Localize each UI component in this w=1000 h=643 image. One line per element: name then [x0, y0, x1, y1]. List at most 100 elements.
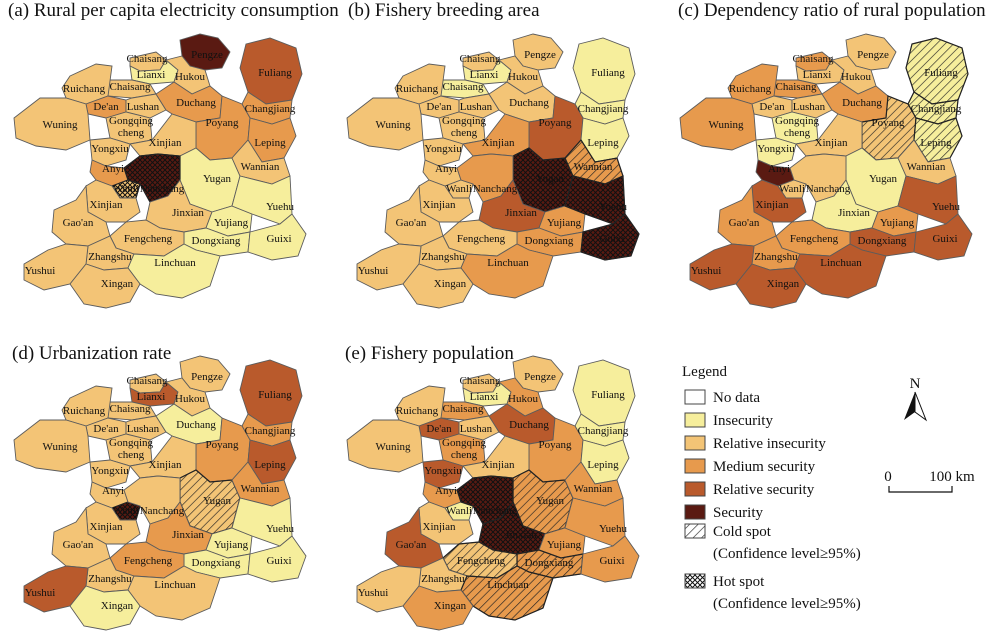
county-label-lianxi: Lianxi	[137, 69, 166, 81]
county-label-cheng: cheng	[784, 127, 811, 139]
county-label-jinxian: Jinxian	[505, 529, 537, 541]
county-label-fuliang: Fuliang	[258, 67, 292, 79]
county-label-linchuan: Linchuan	[154, 257, 196, 269]
legend-cold-spot: Cold spot (Confidence level≥95%)	[684, 523, 861, 562]
county-label-hukou: Hukou	[508, 71, 538, 83]
scale-bar: 0 100 km	[884, 469, 975, 493]
county-gaoan	[51, 506, 111, 569]
county-wuning	[13, 97, 91, 151]
county-label-pengze: Pengze	[524, 371, 556, 383]
legend-swatch-medium-security	[684, 458, 706, 474]
county-label-pengze: Pengze	[191, 371, 223, 383]
county-label-yugan: Yugan	[536, 495, 565, 507]
county-label-yongxiu: Yongxiu	[91, 143, 129, 155]
county-label-guixi: Guixi	[932, 233, 957, 245]
legend: Legend No data Insecurity Relative insecur…	[682, 364, 861, 612]
legend-swatch-insecurity	[684, 412, 706, 428]
county-label-fengcheng: Fengcheng	[124, 555, 173, 567]
county-label-dean: De'an	[93, 101, 119, 113]
county-label-dongxiang: Dongxiang	[525, 557, 574, 569]
county-label-cheng: cheng	[118, 449, 145, 461]
county-label-cheng: cheng	[451, 127, 478, 139]
county-label-yugan: Yugan	[203, 173, 232, 185]
county-label-gaoan: Gao'an	[63, 539, 94, 551]
county-label-lushan: Lushan	[127, 423, 160, 435]
county-label-pengze: Pengze	[191, 49, 223, 61]
county-label-fuliang: Fuliang	[591, 389, 625, 401]
county-label-pengze: Pengze	[857, 49, 889, 61]
county-label-duchang: Duchang	[176, 419, 216, 431]
county-label-linchuan: Linchuan	[487, 257, 529, 269]
county-label-yongxiu: Yongxiu	[424, 465, 462, 477]
county-label-chaisang2: Chaisang	[776, 81, 817, 93]
legend-hot-spot: Hot spot (Confidence level≥95%)	[684, 573, 861, 612]
county-label-guixi: Guixi	[266, 555, 291, 567]
county-label-wannian: Wannian	[241, 161, 280, 173]
panel-title-a: (a) Rural per capita electricity consump…	[8, 0, 339, 21]
county-label-jinxian: Jinxian	[838, 207, 870, 219]
county-label-xinjian2: Xinjian	[423, 199, 456, 211]
county-label-duchang: Duchang	[176, 97, 216, 109]
county-label-xinjian1: Xinjian	[482, 459, 515, 471]
county-label-chaisang2: Chaisang	[110, 81, 151, 93]
county-label-yuehu: Yuehu	[932, 201, 961, 213]
county-label-yushui: Yushui	[358, 587, 389, 599]
county-label-poyang: Poyang	[872, 117, 906, 129]
county-guixi	[247, 213, 307, 261]
county-label-nanchang: Nanchang	[140, 183, 185, 195]
county-gaoan	[384, 506, 444, 569]
county-label-chaisang1: Chaisang	[793, 53, 834, 65]
county-label-gongqing: Gongqing	[442, 115, 487, 127]
county-wuning	[13, 419, 91, 473]
county-label-ruichang: Ruichang	[729, 83, 772, 95]
county-label-chaisang2: Chaisang	[443, 403, 484, 415]
legend-cold-spot-note: (Confidence level≥95%)	[713, 546, 861, 562]
county-label-poyang: Poyang	[539, 439, 573, 451]
county-label-linchuan: Linchuan	[820, 257, 862, 269]
county-label-changjiang: Changjiang	[245, 103, 296, 115]
county-label-yuehu: Yuehu	[599, 201, 628, 213]
map-panel-c: Chaisang PengzeLianxiChaisangRuichangHuko…	[679, 33, 973, 309]
county-label-duchang: Duchang	[509, 97, 549, 109]
north-arrow: N	[904, 376, 928, 422]
county-label-wuning: Wuning	[376, 119, 411, 131]
county-label-lushan: Lushan	[460, 101, 493, 113]
north-arrow-letter: N	[910, 376, 921, 392]
county-label-lianxi: Lianxi	[803, 69, 832, 81]
county-label-lianxi: Lianxi	[470, 69, 499, 81]
county-label-dean: De'an	[426, 423, 452, 435]
county-label-hukou: Hukou	[508, 393, 538, 405]
legend-label-security: Security	[713, 505, 763, 521]
county-label-hukou: Hukou	[175, 71, 205, 83]
county-label-wanli: Wanli	[113, 505, 139, 517]
map-panel-a: Chaisang PengzeLianxiChaisangRuichangHuko…	[13, 33, 307, 309]
county-label-ruichang: Ruichang	[63, 405, 106, 417]
county-label-xinjian2: Xinjian	[423, 521, 456, 533]
legend-swatch-relative-insecurity	[684, 435, 706, 451]
county-label-lianxi: Lianxi	[137, 391, 166, 403]
county-label-gongqing: Gongqing	[442, 437, 487, 449]
panel-title-d: (d) Urbanization rate	[12, 343, 171, 364]
county-label-gongqing: Gongqing	[775, 115, 820, 127]
county-label-wannian: Wannian	[574, 483, 613, 495]
county-gaoan	[384, 184, 444, 247]
county-label-yushui: Yushui	[358, 265, 389, 277]
county-label-gaoan: Gao'an	[396, 217, 427, 229]
county-label-dean: De'an	[759, 101, 785, 113]
county-label-yongxiu: Yongxiu	[91, 465, 129, 477]
county-label-zhangshu: Zhangshu	[754, 251, 798, 263]
county-label-leping: Leping	[587, 459, 619, 471]
county-label-dean: De'an	[426, 101, 452, 113]
county-label-ruichang: Ruichang	[396, 405, 439, 417]
county-label-jinxian: Jinxian	[172, 529, 204, 541]
county-label-gongqing: Gongqing	[109, 115, 154, 127]
county-label-dongxiang: Dongxiang	[858, 235, 907, 247]
legend-label-relative-security: Relative security	[713, 482, 815, 498]
legend-label-no-data: No data	[713, 390, 760, 406]
legend-label-insecurity: Insecurity	[713, 413, 773, 429]
county-label-yujiang: Yujiang	[547, 217, 582, 229]
county-label-nanchang: Nanchang	[473, 505, 518, 517]
county-xingan	[402, 263, 474, 309]
county-label-zhangshu: Zhangshu	[88, 573, 132, 585]
county-label-ruichang: Ruichang	[396, 83, 439, 95]
